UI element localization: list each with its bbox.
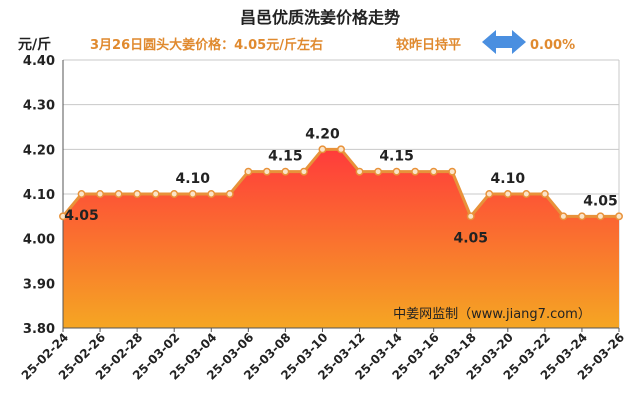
data-point [151, 190, 160, 198]
y-tick-label: 4.40 [23, 54, 55, 69]
data-label: 4.15 [379, 149, 414, 165]
y-axis-ticks: 3.80 3.90 4.00 4.10 4.20 4.30 4.40 [23, 54, 55, 337]
axes [62, 60, 619, 329]
data-point [114, 190, 123, 198]
data-label: 4.10 [491, 171, 526, 187]
data-point [540, 190, 549, 198]
y-tick-label: 3.80 [23, 322, 55, 337]
comparison-label: 较昨日持平 [396, 37, 461, 53]
y-tick-label: 3.90 [23, 277, 55, 292]
comparison-value: 0.00% [530, 38, 575, 53]
data-point [522, 190, 531, 198]
data-point [559, 212, 568, 221]
data-point [392, 167, 401, 176]
y-tick-label: 4.20 [23, 143, 55, 158]
data-point [503, 190, 512, 198]
data-point [411, 167, 420, 176]
data-point [262, 167, 271, 176]
data-point [299, 167, 308, 176]
data-point [77, 190, 86, 198]
data-point [96, 190, 105, 198]
data-point [59, 212, 67, 221]
data-label: 4.05 [64, 208, 99, 224]
y-tick-label: 4.30 [23, 99, 55, 114]
data-point [337, 145, 345, 154]
data-point [485, 190, 494, 198]
data-point [170, 190, 179, 198]
data-point [318, 145, 327, 154]
watermark: 中姜网监制（www.jiang7.com） [393, 307, 591, 322]
chart-title: 昌邑优质洗姜价格走势 [240, 8, 400, 27]
data-label: 4.15 [268, 149, 303, 165]
data-point [577, 212, 586, 221]
data-label: 4.05 [453, 230, 488, 246]
data-point [429, 167, 438, 176]
chart-subtitle: 3月26日圆头大姜价格：4.05元/斤左右 [90, 37, 323, 53]
data-point [466, 212, 475, 221]
price-area [63, 149, 619, 328]
data-point [244, 167, 253, 176]
data-point [225, 190, 234, 198]
data-point [188, 190, 197, 198]
data-point [355, 167, 364, 176]
data-point [281, 167, 290, 176]
data-point [374, 167, 383, 176]
data-label: 4.10 [175, 171, 210, 187]
y-tick-label: 4.00 [23, 233, 55, 248]
double-arrow-icon [482, 30, 526, 54]
x-axis-ticks: 25-02-2425-02-2625-02-2825-03-0225-03-04… [19, 328, 627, 383]
data-point [133, 190, 142, 198]
y-axis-unit: 元/斤 [18, 36, 51, 53]
y-tick-label: 4.10 [23, 188, 55, 203]
data-label: 4.20 [305, 126, 340, 142]
area-fill [63, 149, 619, 328]
data-point [448, 167, 457, 176]
data-point [207, 190, 216, 198]
markers [59, 145, 623, 221]
data-point [596, 212, 605, 221]
data-label: 4.05 [583, 193, 618, 209]
data-labels: 4.054.104.154.204.154.054.104.05 [64, 126, 617, 246]
data-point [615, 212, 623, 221]
